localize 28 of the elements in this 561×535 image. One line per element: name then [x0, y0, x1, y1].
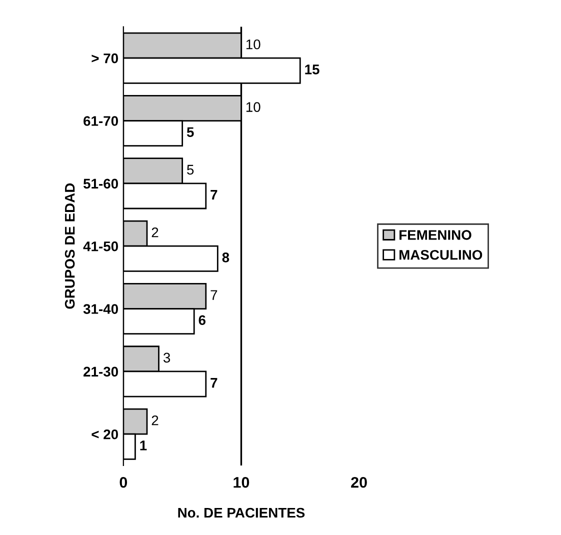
data-label: 7 — [210, 378, 218, 388]
x-axis-title: No. DE PACIENTES — [178, 508, 305, 518]
data-label: 5 — [187, 164, 194, 175]
y-tick-label: 51-60 — [83, 178, 118, 189]
data-label: 5 — [186, 127, 194, 138]
data-label: 6 — [198, 315, 206, 326]
data-label: 15 — [305, 64, 320, 74]
y-tick-label: 31-40 — [83, 304, 118, 314]
y-tick-label: 41-50 — [83, 241, 118, 252]
y-tick-label: > 70 — [92, 53, 118, 64]
data-label: 1 — [140, 440, 147, 450]
data-label: 2 — [152, 227, 158, 238]
data-label: 10 — [246, 102, 260, 112]
data-label: 7 — [210, 190, 218, 200]
x-tick-label: 20 — [351, 476, 367, 488]
y-axis-title: GRUPOS DE EDAD — [64, 183, 75, 309]
data-label: 10 — [246, 39, 260, 50]
legend-label: FEMENINO — [400, 230, 472, 240]
data-label: 2 — [152, 415, 158, 426]
data-label: 7 — [210, 290, 218, 300]
x-tick-label: 0 — [120, 476, 128, 488]
y-tick-label: 21-30 — [84, 366, 118, 377]
y-tick-label: < 20 — [92, 429, 118, 440]
data-label: 3 — [163, 352, 170, 363]
legend-label: MASCULINO — [400, 250, 482, 260]
data-label: 8 — [222, 252, 230, 262]
x-tick-label: 10 — [234, 476, 250, 488]
y-tick-label: 61-70 — [84, 116, 118, 126]
